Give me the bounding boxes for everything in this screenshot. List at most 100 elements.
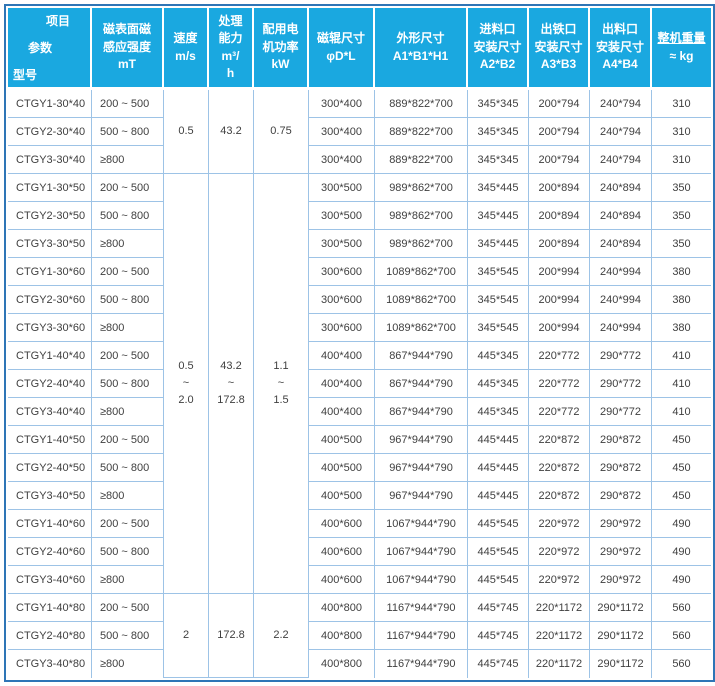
inlet-size-cell: 445*545 (468, 510, 529, 538)
col-header-label: 出铁口 安装尺寸 (534, 22, 583, 54)
col-header-label: 速度 (173, 31, 198, 46)
table-header: 项目 参数 型号 磁表面磁 感应强度 mT 速度 m/s 处理 能力 m³/ h (8, 8, 711, 90)
col-header-unit: kW (271, 57, 290, 72)
table-row: CTGY3-30*60 ≥800 300*600 1089*862*700 34… (8, 314, 711, 342)
inlet-size-cell: 445*445 (468, 454, 529, 482)
roller-size-cell: 400*800 (309, 622, 375, 650)
capacity-merged-cell: 43.2 (209, 90, 254, 174)
table-body: CTGY1-30*40 200 ~ 500 0.5 43.2 0.75 300*400… (8, 90, 711, 678)
overall-size-cell: 867*944*790 (375, 342, 468, 370)
overall-size-cell: 1089*862*700 (375, 314, 468, 342)
roller-size-cell: 400*600 (309, 566, 375, 594)
model-cell: CTGY2-40*40 (8, 370, 92, 398)
iron-outlet-size-cell: 200*894 (529, 202, 590, 230)
iron-outlet-size-cell: 220*1172 (529, 650, 590, 678)
table-row: CTGY3-40*80 ≥800 400*800 1167*944*790 44… (8, 650, 711, 678)
table-row: CTGY1-40*50 200 ~ 500 400*500 967*944*79… (8, 426, 711, 454)
weight-cell: 490 (652, 538, 711, 566)
inlet-size-cell: 445*445 (468, 482, 529, 510)
iron-outlet-size-cell: 200*994 (529, 258, 590, 286)
iron-outlet-size-cell: 220*772 (529, 342, 590, 370)
iron-outlet-size-cell: 200*894 (529, 174, 590, 202)
magnetic-mt-cell: 200 ~ 500 (92, 174, 164, 202)
table-row: CTGY2-40*80 500 ~ 800 400*800 1167*944*7… (8, 622, 711, 650)
weight-cell: 350 (652, 202, 711, 230)
roller-size-cell: 400*600 (309, 538, 375, 566)
weight-cell: 560 (652, 594, 711, 622)
model-cell: CTGY2-30*50 (8, 202, 92, 230)
model-cell: CTGY3-40*60 (8, 566, 92, 594)
inlet-size-cell: 345*545 (468, 314, 529, 342)
weight-cell: 380 (652, 286, 711, 314)
header-row: 项目 参数 型号 磁表面磁 感应强度 mT 速度 m/s 处理 能力 m³/ h (8, 8, 711, 90)
col-header-unit: A2*B2 (479, 57, 516, 72)
col-header-unit: A4*B4 (602, 57, 638, 72)
overall-size-cell: 889*822*700 (375, 90, 468, 118)
power-merged-cell: 0.75 (254, 90, 309, 174)
table-row: CTGY2-30*60 500 ~ 800 300*600 1089*862*7… (8, 286, 711, 314)
iron-outlet-size-cell: 220*872 (529, 454, 590, 482)
model-cell: CTGY1-30*40 (8, 90, 92, 118)
overall-size-cell: 889*822*700 (375, 118, 468, 146)
table-row: CTGY1-40*60 200 ~ 500 400*600 1067*944*7… (8, 510, 711, 538)
weight-cell: 380 (652, 258, 711, 286)
inlet-size-cell: 345*345 (468, 146, 529, 174)
inlet-size-cell: 445*345 (468, 398, 529, 426)
weight-cell: 410 (652, 342, 711, 370)
magnetic-mt-cell: 200 ~ 500 (92, 426, 164, 454)
overall-size-cell: 1089*862*700 (375, 258, 468, 286)
capacity-merged-cell: 43.2 ~ 172.8 (209, 174, 254, 594)
roller-size-cell: 300*500 (309, 202, 375, 230)
roller-size-cell: 400*400 (309, 342, 375, 370)
table-row: CTGY3-30*40 ≥800 300*400 889*822*700 345… (8, 146, 711, 174)
model-cell: CTGY3-40*50 (8, 482, 92, 510)
iron-outlet-size-cell: 200*794 (529, 118, 590, 146)
col-header-unit: φD*L (326, 48, 356, 63)
outlet-size-cell: 290*1172 (590, 594, 652, 622)
magnetic-mt-cell: 200 ~ 500 (92, 90, 164, 118)
weight-cell: 560 (652, 622, 711, 650)
model-cell: CTGY1-40*50 (8, 426, 92, 454)
magnetic-mt-cell: ≥800 (92, 230, 164, 258)
col-header-unit: A3*B3 (540, 57, 577, 72)
outlet-size-cell: 240*794 (590, 90, 652, 118)
inlet-size-cell: 445*345 (468, 342, 529, 370)
magnetic-mt-cell: 200 ~ 500 (92, 258, 164, 286)
table-row: CTGY1-30*40 200 ~ 500 0.5 43.2 0.75 300*400… (8, 90, 711, 174)
overall-size-cell: 1089*862*700 (375, 286, 468, 314)
iron-outlet-size-cell: 220*1172 (529, 594, 590, 622)
iron-outlet-size-cell: 220*772 (529, 370, 590, 398)
outlet-size-cell: 240*894 (590, 230, 652, 258)
model-cell: CTGY2-30*60 (8, 286, 92, 314)
weight-cell: 450 (652, 426, 711, 454)
roller-size-cell: 300*600 (309, 314, 375, 342)
table-row: CTGY1-30*50 200 ~ 500 0.5 ~ 2.0 43.2 ~ 17… (8, 174, 711, 594)
magnetic-mt-cell: ≥800 (92, 566, 164, 594)
iron-outlet-size-cell: 200*794 (529, 90, 590, 118)
col-header-roller-size: 磁辊尺寸 φD*L (309, 8, 375, 90)
magnetic-mt-cell: 200 ~ 500 (92, 594, 164, 622)
magnetic-mt-cell: 500 ~ 800 (92, 118, 164, 146)
product-spec-table-card: 项目 参数 型号 磁表面磁 感应强度 mT 速度 m/s 处理 能力 m³/ h (4, 4, 715, 682)
col-header-label: 磁辊尺寸 (316, 31, 365, 46)
model-cell: CTGY3-40*80 (8, 650, 92, 678)
inlet-size-cell: 345*445 (468, 202, 529, 230)
col-header-label: 外形尺寸 (396, 31, 445, 46)
iron-outlet-size-cell: 220*872 (529, 426, 590, 454)
inlet-size-cell: 345*345 (468, 90, 529, 118)
table-row: CTGY2-40*60 500 ~ 800 400*600 1067*944*7… (8, 538, 711, 566)
col-header-outlet-size: 出料口 安装尺寸 A4*B4 (590, 8, 652, 90)
col-header-label: 进料口 安装尺寸 (473, 22, 522, 54)
inlet-size-cell: 445*745 (468, 594, 529, 622)
overall-size-cell: 1067*944*790 (375, 566, 468, 594)
col-header-unit: A1*B1*H1 (392, 48, 449, 63)
outlet-size-cell: 290*772 (590, 370, 652, 398)
outlet-size-cell: 240*894 (590, 174, 652, 202)
iron-outlet-size-cell: 200*994 (529, 286, 590, 314)
roller-size-cell: 300*400 (309, 118, 375, 146)
overall-size-cell: 1167*944*790 (375, 594, 468, 622)
inlet-size-cell: 345*445 (468, 174, 529, 202)
overall-size-cell: 967*944*790 (375, 426, 468, 454)
iron-outlet-size-cell: 220*972 (529, 510, 590, 538)
outlet-size-cell: 240*794 (590, 146, 652, 174)
